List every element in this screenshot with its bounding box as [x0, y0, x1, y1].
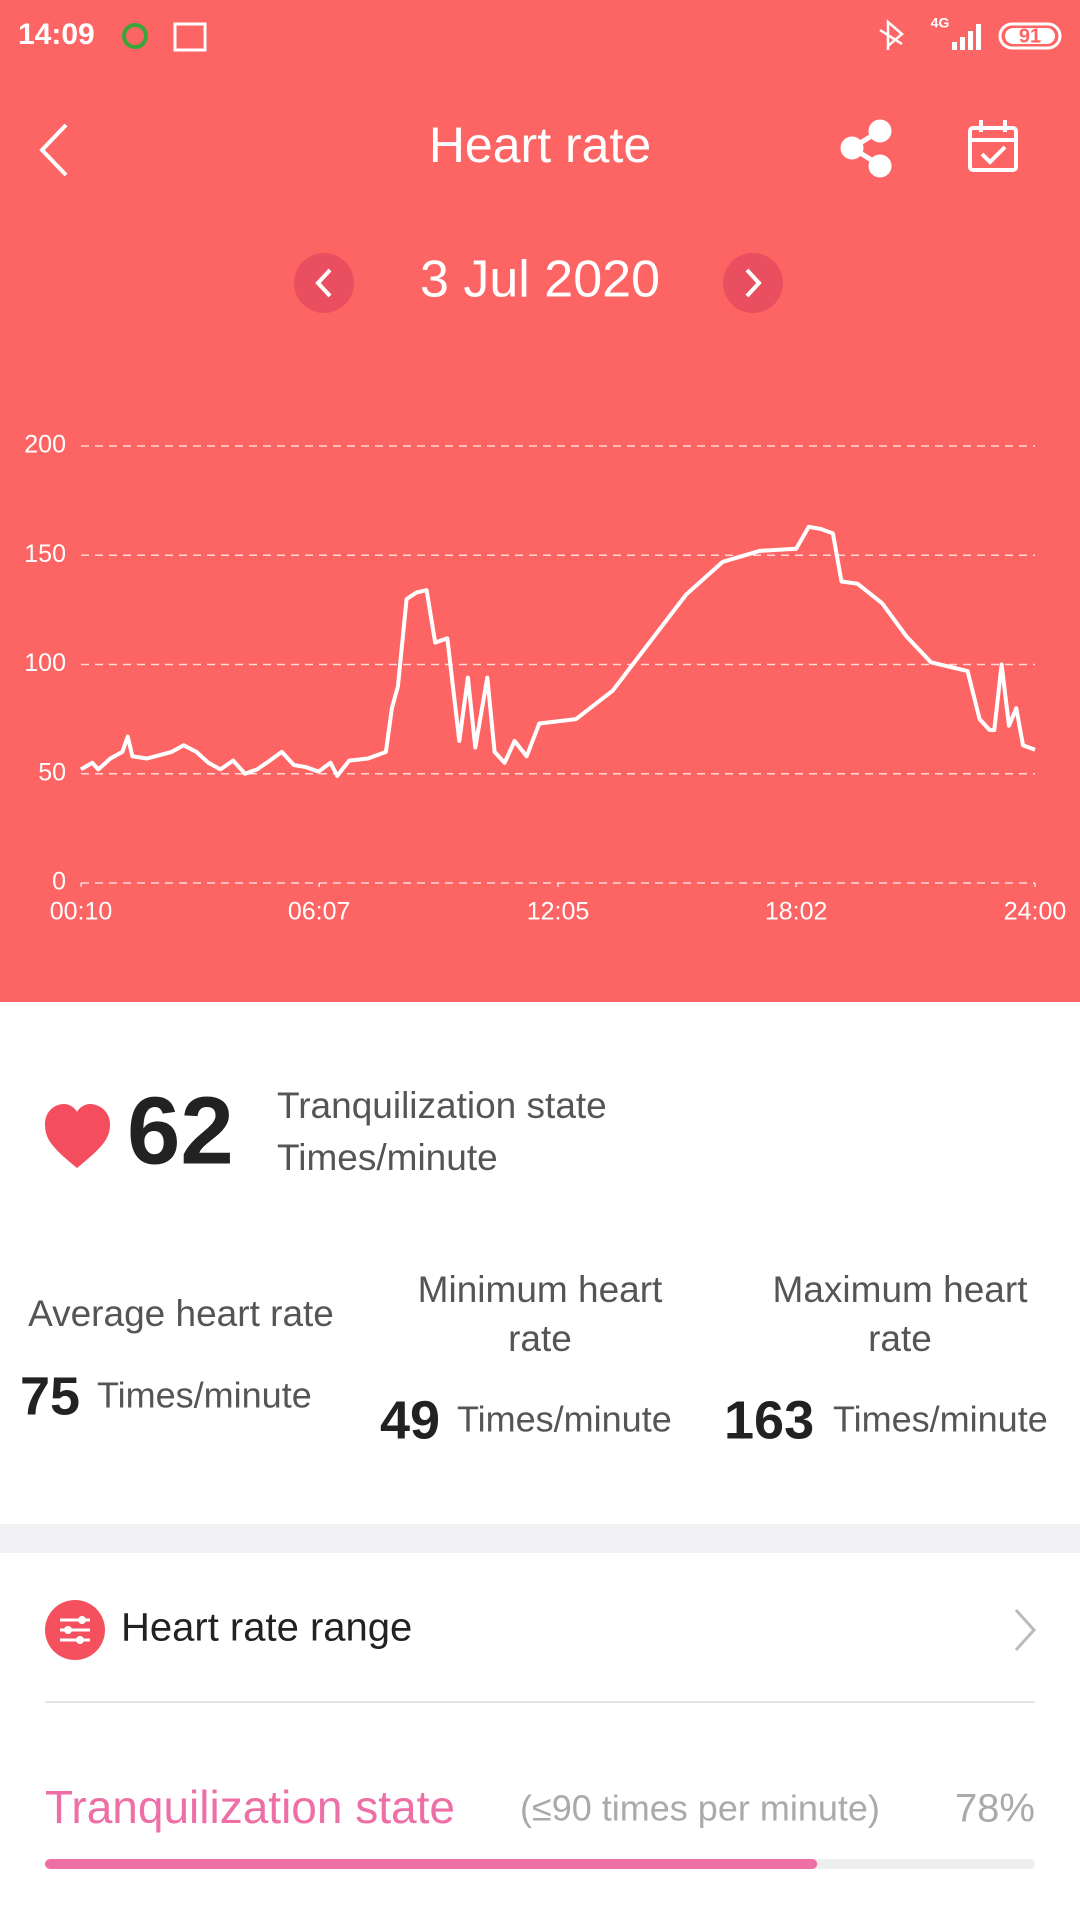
- back-button[interactable]: [39, 123, 68, 177]
- stats: Average heart rate 75 Times/minute Minimum …: [20, 1269, 1048, 1450]
- stat-value: 49: [380, 1390, 440, 1450]
- y-tick-label: 50: [38, 758, 66, 786]
- heart-rate-chart: 0 50 100 150 200 00:10 06:07 12:05 18:02 24:00: [24, 431, 1066, 926]
- zone-progress-fill: [45, 1859, 818, 1869]
- bluetooth-icon: [879, 19, 904, 50]
- header-background: [0, 0, 1080, 1002]
- x-tick-label: 12:05: [527, 898, 590, 926]
- zone-percent: 78%: [955, 1787, 1035, 1831]
- calendar-button[interactable]: [968, 120, 1018, 172]
- heart-icon: [45, 1104, 110, 1168]
- current-unit: Times/minute: [277, 1137, 498, 1178]
- battery-level: [1005, 28, 1055, 44]
- status-time: 14:09: [18, 18, 95, 51]
- stat-label: rate: [868, 1318, 932, 1359]
- page-title: Heart rate: [429, 117, 651, 173]
- stat-unit: Times/minute: [97, 1375, 312, 1416]
- heart-rate-range-row[interactable]: Heart rate range: [0, 1553, 1080, 1701]
- stat-label: Average heart rate: [28, 1293, 334, 1334]
- zone-name: Tranquilization state: [45, 1781, 455, 1833]
- x-tick-label: 00:10: [50, 898, 113, 926]
- stat-label: Maximum heart: [773, 1269, 1029, 1310]
- zone-condition: (≤90 times per minute): [520, 1788, 880, 1829]
- y-tick-label: 150: [24, 540, 66, 568]
- stat-value: 163: [724, 1390, 814, 1450]
- next-day-button[interactable]: [723, 253, 783, 313]
- x-tick-label: 24:00: [1004, 898, 1067, 926]
- stat-value: 75: [20, 1366, 80, 1426]
- signal-icon: [952, 24, 981, 50]
- y-tick-label: 100: [24, 649, 66, 677]
- x-tick-label: 18:02: [765, 898, 828, 926]
- stat-label: rate: [508, 1318, 572, 1359]
- network-type: 4G: [931, 15, 950, 31]
- heart-rate-line: [79, 524, 1036, 778]
- current-heart-rate: 62: [127, 1077, 234, 1184]
- calendar-status-icon: [173, 22, 207, 52]
- section-divider: [0, 1524, 1080, 1553]
- stat-unit: Times/minute: [833, 1399, 1048, 1440]
- y-tick-label: 200: [24, 431, 66, 459]
- battery-percent: 91: [1019, 25, 1041, 47]
- current-state: Tranquilization state: [277, 1085, 607, 1126]
- x-tick-label: 06:07: [288, 898, 351, 926]
- stat-label: Minimum heart: [418, 1269, 663, 1310]
- selected-date: 3 Jul 2020: [420, 251, 660, 309]
- share-button[interactable]: [840, 119, 892, 178]
- stat-unit: Times/minute: [457, 1399, 672, 1440]
- y-tick-label: 0: [52, 868, 66, 896]
- sync-icon: [122, 23, 148, 49]
- previous-day-button[interactable]: [294, 253, 354, 313]
- battery-outline: [998, 22, 1062, 50]
- range-title: Heart rate range: [121, 1606, 412, 1650]
